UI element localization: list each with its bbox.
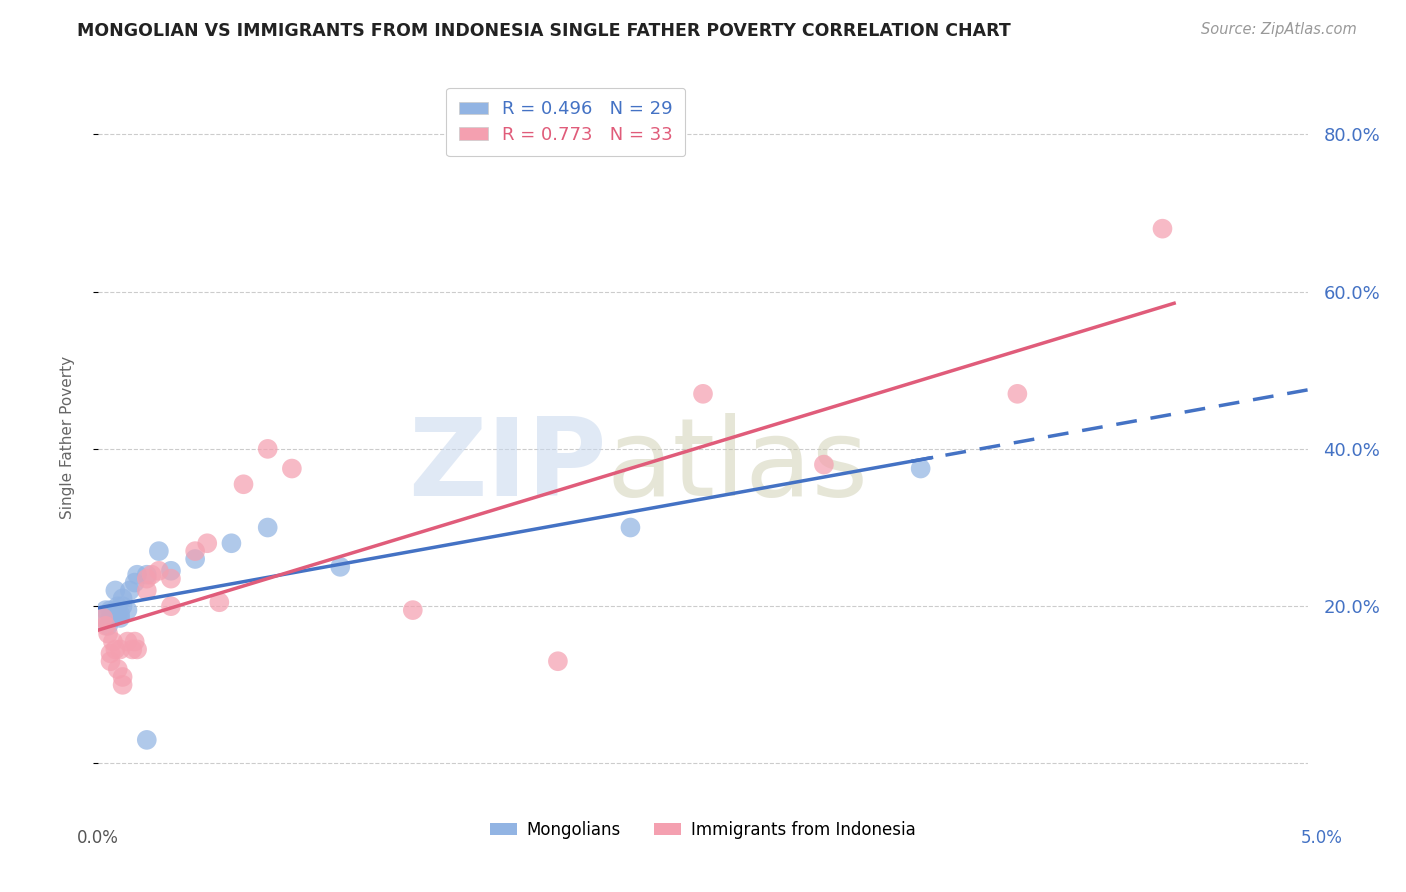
Point: [160, 572, 183, 586]
Point: [108, 611, 131, 625]
Text: Source: ZipAtlas.com: Source: ZipAtlas.com: [1201, 22, 1357, 37]
Point: [94, 619, 117, 633]
Point: [104, 583, 127, 598]
Point: [100, 611, 122, 625]
Point: [160, 564, 183, 578]
Point: [1007, 387, 1029, 401]
Point: [547, 654, 569, 668]
Point: [195, 536, 218, 550]
Point: [160, 599, 183, 614]
Point: [329, 559, 352, 574]
Point: [813, 458, 835, 472]
Point: [692, 387, 714, 401]
Text: ZIP: ZIP: [408, 413, 606, 519]
Point: [127, 567, 149, 582]
Point: [118, 583, 141, 598]
Point: [104, 603, 127, 617]
Point: [141, 567, 163, 582]
Point: [104, 642, 127, 657]
Point: [148, 564, 170, 578]
Point: [100, 646, 122, 660]
Y-axis label: Single Father Poverty: Single Father Poverty: [60, 356, 75, 518]
Point: [91, 611, 114, 625]
Point: [107, 662, 129, 676]
Point: [97, 619, 120, 633]
Point: [107, 599, 129, 614]
Point: [111, 670, 134, 684]
Point: [111, 678, 134, 692]
Point: [101, 607, 124, 621]
Point: [111, 591, 134, 606]
Point: [910, 461, 932, 475]
Point: [1152, 221, 1174, 235]
Point: [108, 642, 131, 657]
Point: [184, 544, 207, 558]
Point: [101, 611, 124, 625]
Point: [101, 634, 124, 648]
Text: MONGOLIAN VS IMMIGRANTS FROM INDONESIA SINGLE FATHER POVERTY CORRELATION CHART: MONGOLIAN VS IMMIGRANTS FROM INDONESIA S…: [77, 22, 1011, 40]
Point: [117, 634, 139, 648]
Point: [135, 572, 157, 586]
Point: [107, 607, 129, 621]
Point: [94, 603, 117, 617]
Text: atlas: atlas: [606, 413, 869, 519]
Point: [124, 634, 146, 648]
Point: [135, 567, 157, 582]
Text: 5.0%: 5.0%: [1301, 829, 1343, 847]
Point: [127, 642, 149, 657]
Point: [148, 544, 170, 558]
Point: [232, 477, 254, 491]
Point: [100, 603, 122, 617]
Point: [135, 732, 157, 747]
Text: 0.0%: 0.0%: [77, 829, 120, 847]
Point: [281, 461, 304, 475]
Point: [221, 536, 243, 550]
Point: [184, 552, 207, 566]
Point: [402, 603, 425, 617]
Point: [124, 575, 146, 590]
Point: [135, 583, 157, 598]
Point: [91, 611, 114, 625]
Point: [97, 626, 120, 640]
Legend: Mongolians, Immigrants from Indonesia: Mongolians, Immigrants from Indonesia: [484, 814, 922, 846]
Point: [100, 654, 122, 668]
Point: [256, 520, 278, 534]
Point: [108, 607, 131, 621]
Point: [111, 599, 134, 614]
Point: [619, 520, 641, 534]
Point: [208, 595, 231, 609]
Point: [121, 642, 143, 657]
Point: [256, 442, 278, 456]
Point: [117, 603, 139, 617]
